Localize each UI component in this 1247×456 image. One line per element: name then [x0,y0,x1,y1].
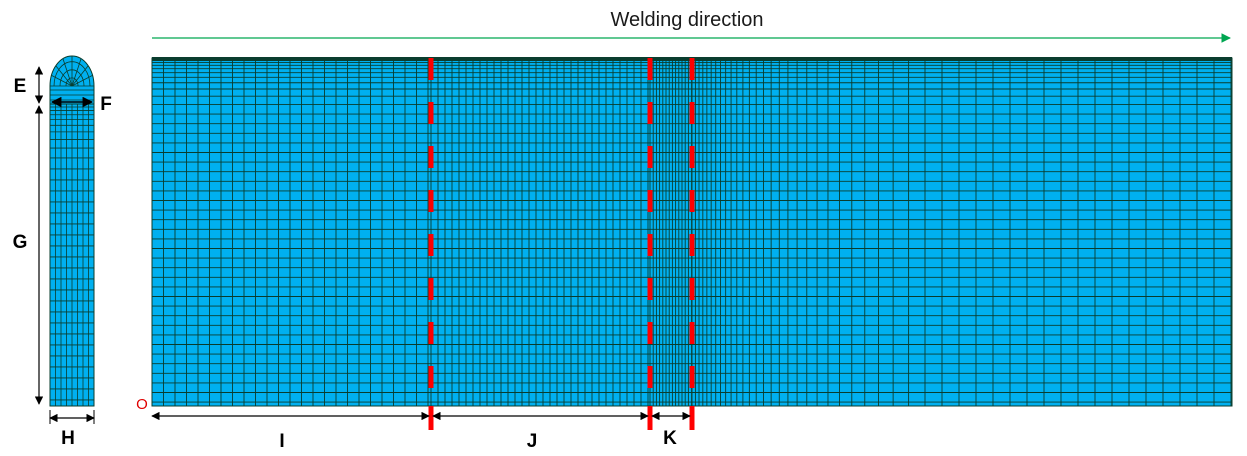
label-g: G [13,232,28,253]
cross-section-dimensions [34,66,95,424]
label-h: H [61,428,75,449]
welding-direction-label: Welding direction [610,9,763,31]
bead-mesh-radial [71,56,94,87]
label-e: E [14,76,27,97]
cross-section-mesh [49,55,95,407]
section-lines [428,58,695,430]
label-i: I [279,431,284,452]
label-f: F [100,94,112,115]
bead-mesh-arc [65,77,79,87]
cross-section-grid [50,103,94,406]
bead-mesh-radial [71,66,94,87]
bead-mesh-arc [53,61,91,87]
bead-mesh-arc [59,69,85,87]
label-k: K [663,428,677,449]
weld-bead-grid [50,56,94,101]
label-j: J [527,431,538,452]
bead-mesh-radial [50,66,73,87]
bead-mesh-radial [50,56,73,87]
origin-label: O [136,396,148,413]
